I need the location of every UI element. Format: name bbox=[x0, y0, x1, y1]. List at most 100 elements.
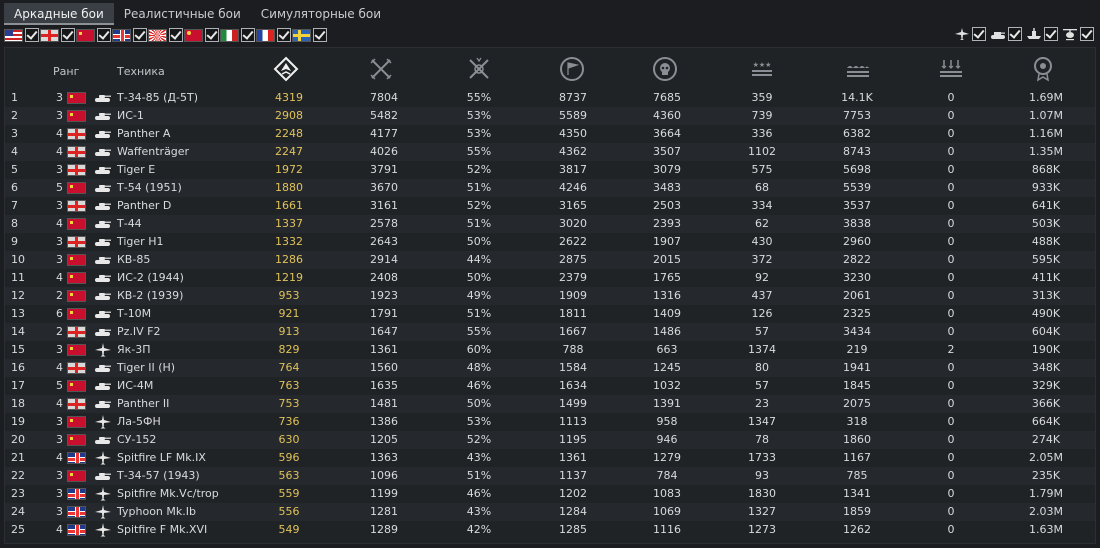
win-ratio-value: 60% bbox=[466, 343, 492, 356]
respawns-icon[interactable] bbox=[559, 56, 585, 82]
vehicle-name: Т-34-57 (1943) bbox=[117, 469, 200, 482]
victories-value: 1199 bbox=[370, 487, 398, 500]
rank-value: 4 bbox=[56, 271, 63, 284]
table-row[interactable]: 14 2 Pz.IV F2 913 1647 55% 1667 1486 57 3434 0 604K bbox=[5, 323, 1095, 341]
vehicle-name: Т-10М bbox=[117, 307, 152, 320]
victories-icon[interactable] bbox=[368, 56, 394, 82]
tab-arcade[interactable]: Аркадные бои bbox=[4, 3, 114, 25]
ground-kills-value: 14.1K bbox=[841, 91, 873, 104]
table-row[interactable]: 20 3 СУ-152 630 1205 52% 1195 946 78 1860 0 274K bbox=[5, 431, 1095, 449]
table-row[interactable]: 16 4 Tiger II (H) 764 1560 48% 1584 1245 80 1941 0… bbox=[5, 359, 1095, 377]
victories-value: 1205 bbox=[370, 433, 398, 446]
rank-value: 3 bbox=[56, 199, 63, 212]
table-row[interactable]: 25 4 Spitfire F Mk.XVI 549 1289 42% 1285 1116 12… bbox=[5, 521, 1095, 539]
respawns-value: 1285 bbox=[559, 523, 587, 536]
rank-value: 4 bbox=[56, 451, 63, 464]
table-row[interactable]: 11 4 ИС-2 (1944) 1219 2408 50% 2379 1765 92 3230 0… bbox=[5, 269, 1095, 287]
silver-lions-value: 2.03M bbox=[1029, 505, 1063, 518]
britain-flag-icon bbox=[112, 28, 131, 42]
table-row[interactable]: 17 5 ИС-4М 763 1635 46% 1634 1032 57 1845 0 329K bbox=[5, 377, 1095, 395]
table-row[interactable]: 19 3 Ла-5ФН 736 1386 53% 1113 958 1347 318 0 664K bbox=[5, 413, 1095, 431]
table-header: Ранг Техника ★★★ bbox=[5, 48, 1095, 88]
victories-value: 1791 bbox=[370, 307, 398, 320]
ground-kills-value: 1941 bbox=[843, 361, 871, 374]
ger-flag-icon bbox=[67, 326, 86, 338]
table-row[interactable]: 22 3 Т-34-57 (1943) 563 1096 51% 1137 784 93 785 0… bbox=[5, 467, 1095, 485]
ussr-filter-checkbox[interactable] bbox=[97, 28, 111, 42]
aircraft-icon bbox=[93, 521, 113, 539]
win-ratio-value: 53% bbox=[466, 415, 492, 428]
air-kills-value: 57 bbox=[755, 325, 769, 338]
aircraft-icon bbox=[954, 27, 970, 41]
ussr-flag-icon bbox=[67, 218, 86, 230]
table-row[interactable]: 10 3 КВ-85 1286 2914 44% 2875 2015 372 2822 0 595K bbox=[5, 251, 1095, 269]
table-row[interactable]: 6 5 Т-54 (1951) 1880 3670 51% 4246 3483 68 5539 0 9… bbox=[5, 179, 1095, 197]
win-ratio-value: 55% bbox=[466, 325, 492, 338]
ground-kills-icon[interactable] bbox=[845, 56, 871, 82]
table-row[interactable]: 18 4 Panther II 753 1481 50% 1499 1391 23 2075 0 36… bbox=[5, 395, 1095, 413]
vehicle-header[interactable]: Техника bbox=[117, 65, 165, 78]
table-row[interactable]: 2 3 ИС-1 2908 5482 53% 5589 4360 739 7753 0 1.07M bbox=[5, 107, 1095, 125]
table-row[interactable]: 24 3 Typhoon Mk.Ib 556 1281 43% 1284 1069 1327 18… bbox=[5, 503, 1095, 521]
naval-kills-value: 0 bbox=[947, 415, 955, 428]
germany-filter-checkbox[interactable] bbox=[61, 28, 75, 42]
respawns-value: 1202 bbox=[559, 487, 587, 500]
aircraft-filter-checkbox[interactable] bbox=[972, 27, 986, 41]
tank-filter-checkbox[interactable] bbox=[1008, 27, 1022, 41]
table-row[interactable]: 12 2 КВ-2 (1939) 953 1923 49% 1909 1316 437 2061 0… bbox=[5, 287, 1095, 305]
britain-filter-checkbox[interactable] bbox=[133, 28, 147, 42]
china-filter-checkbox[interactable] bbox=[205, 28, 219, 42]
rank-value: 3 bbox=[56, 91, 63, 104]
air-kills-icon[interactable]: ★★★ bbox=[749, 56, 775, 82]
battles-value: 764 bbox=[278, 361, 300, 374]
rank-value: 3 bbox=[56, 487, 63, 500]
table-row[interactable]: 9 3 Tiger H1 1332 2643 50% 2622 1907 430 2960 0 488… bbox=[5, 233, 1095, 251]
tab-simulator[interactable]: Симуляторные бои bbox=[260, 7, 382, 21]
table-row[interactable]: 15 3 Як-3П 829 1361 60% 788 663 1374 219 2 190K bbox=[5, 341, 1095, 359]
row-number: 5 bbox=[11, 163, 18, 176]
ship-filter-checkbox[interactable] bbox=[1044, 27, 1058, 41]
silver-lions-icon[interactable] bbox=[1030, 56, 1056, 82]
usa-filter-checkbox[interactable] bbox=[25, 28, 39, 42]
battles-icon[interactable] bbox=[273, 56, 299, 82]
table-row[interactable]: 7 3 Panther D 1661 3161 52% 3165 2503 334 3537 0 64… bbox=[5, 197, 1095, 215]
table-row[interactable]: 3 4 Panther A 2248 4177 53% 4350 3664 336 6382 0 1.… bbox=[5, 125, 1095, 143]
france-filter-checkbox[interactable] bbox=[277, 28, 291, 42]
rank-header[interactable]: Ранг bbox=[53, 65, 80, 78]
table-row[interactable]: 23 3 Spitfire Mk.Vc/trop 559 1199 46% 1202 1083… bbox=[5, 485, 1095, 503]
battles-value: 1219 bbox=[275, 271, 303, 284]
tab-realistic[interactable]: Реалистичные бои bbox=[123, 7, 241, 21]
table-row[interactable]: 1 3 Т-34-85 (Д-5Т) 4319 7804 55% 8737 7685 359 14… bbox=[5, 89, 1095, 107]
respawns-value: 1113 bbox=[559, 415, 587, 428]
rank-value: 3 bbox=[56, 433, 63, 446]
table-row[interactable]: 8 4 Т-44 1337 2578 51% 3020 2393 62 3838 0 503K bbox=[5, 215, 1095, 233]
silver-lions-value: 274K bbox=[1031, 433, 1061, 446]
vehicle-name: Panther II bbox=[117, 397, 170, 410]
ger-flag-icon bbox=[67, 236, 86, 248]
table-row[interactable]: 21 4 Spitfire LF Mk.IX 596 1363 43% 1361 1279 17… bbox=[5, 449, 1095, 467]
table-row[interactable]: 4 4 Waffenträger 2247 4026 55% 4362 3507 1102 874… bbox=[5, 143, 1095, 161]
sweden-filter-checkbox[interactable] bbox=[313, 28, 327, 42]
japan-filter-checkbox[interactable] bbox=[169, 28, 183, 42]
naval-kills-icon[interactable] bbox=[938, 56, 964, 82]
table-row[interactable]: 13 6 Т-10М 921 1791 51% 1811 1409 126 2325 0 490K bbox=[5, 305, 1095, 323]
deaths-value: 1069 bbox=[653, 505, 681, 518]
italy-filter-checkbox[interactable] bbox=[241, 28, 255, 42]
deaths-icon[interactable] bbox=[652, 56, 678, 82]
silver-lions-value: 329K bbox=[1031, 379, 1061, 392]
win-ratio-icon[interactable] bbox=[466, 56, 492, 82]
ground-kills-value: 1860 bbox=[843, 433, 871, 446]
battles-value: 953 bbox=[278, 289, 300, 302]
table-row[interactable]: 5 3 Tiger E 1972 3791 52% 3817 3079 575 5698 0 868K bbox=[5, 161, 1095, 179]
helicopter-filter-checkbox[interactable] bbox=[1080, 27, 1094, 41]
respawns-value: 5589 bbox=[559, 109, 587, 122]
air-kills-value: 334 bbox=[751, 199, 773, 212]
row-number: 22 bbox=[11, 469, 25, 482]
ussr-flag-icon bbox=[76, 28, 95, 42]
sweden-flag-icon bbox=[292, 28, 311, 42]
vehicle-name: Т-44 bbox=[117, 217, 142, 230]
air-kills-value: 57 bbox=[755, 379, 769, 392]
usa-flag-icon bbox=[4, 28, 23, 42]
ussr-flag-icon bbox=[67, 416, 86, 428]
tank-icon bbox=[93, 89, 113, 107]
